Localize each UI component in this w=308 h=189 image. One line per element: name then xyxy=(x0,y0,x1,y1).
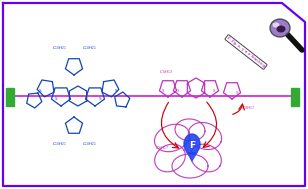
Text: S: S xyxy=(177,89,179,93)
Text: S: S xyxy=(162,89,164,93)
Text: $C_{10}H_{21}$: $C_{10}H_{21}$ xyxy=(52,44,67,52)
Polygon shape xyxy=(186,152,198,162)
Text: $C_{10}H_{21}$: $C_{10}H_{21}$ xyxy=(83,44,98,52)
Text: S: S xyxy=(213,89,215,93)
Text: $C_6H_{17}$: $C_6H_{17}$ xyxy=(155,144,169,152)
Ellipse shape xyxy=(270,19,290,37)
Text: F: F xyxy=(189,140,195,149)
Ellipse shape xyxy=(273,22,279,28)
Text: $C_8H_{17}$: $C_8H_{17}$ xyxy=(241,104,255,112)
Text: S: S xyxy=(55,97,57,101)
Ellipse shape xyxy=(184,134,200,154)
Text: S: S xyxy=(115,89,117,93)
Text: $C_6H_{13}$: $C_6H_{13}$ xyxy=(159,68,173,76)
Text: S: S xyxy=(99,97,101,101)
Text: $C_{10}H_{21}$: $C_{10}H_{21}$ xyxy=(83,140,98,148)
Text: S: S xyxy=(236,91,238,95)
Text: E, Eg, e, η π-π Stacking: E, Eg, e, η π-π Stacking xyxy=(226,36,266,68)
Ellipse shape xyxy=(277,26,286,33)
Text: S: S xyxy=(39,89,41,93)
Bar xyxy=(291,88,299,106)
Bar xyxy=(6,88,14,106)
Text: $C_{10}H_{21}$: $C_{10}H_{21}$ xyxy=(52,140,67,148)
